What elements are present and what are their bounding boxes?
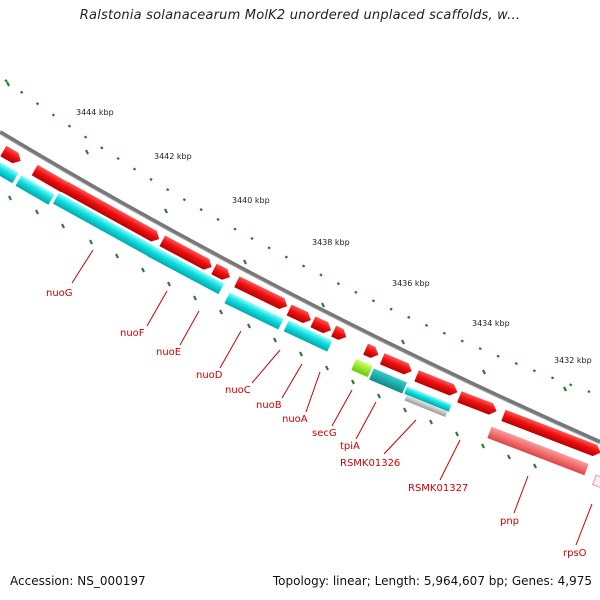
cds-feature[interactable] <box>0 145 23 166</box>
gene-feature[interactable] <box>224 292 284 330</box>
cds-feature[interactable] <box>457 391 499 417</box>
gene-label[interactable]: nuoC <box>225 385 251 396</box>
tick-labels: 3444 kbp 3442 kbp 3440 kbp 3438 kbp 3436… <box>76 108 592 365</box>
gene-feature[interactable] <box>15 175 55 205</box>
gene-label[interactable]: rpsO <box>563 548 587 559</box>
gene-feature[interactable] <box>52 193 156 257</box>
gene-labels: nuoG nuoF nuoE nuoD nuoC nuoB nuoA secG … <box>46 288 587 559</box>
rna-feature[interactable] <box>351 358 373 378</box>
pseudo-feature[interactable] <box>404 394 448 418</box>
accession-text: Accession: NS_000197 <box>10 574 146 588</box>
gene-track <box>0 160 600 490</box>
inner-tick-track <box>8 195 537 469</box>
cds-feature[interactable] <box>234 276 290 311</box>
gene-label[interactable]: nuoA <box>282 414 308 425</box>
tick-track-minor <box>6 81 567 392</box>
cds-feature[interactable] <box>310 316 333 335</box>
gene-feature[interactable] <box>404 386 452 412</box>
gene-label[interactable]: RSMK01327 <box>408 483 468 494</box>
gene-label[interactable]: nuoG <box>46 288 73 299</box>
cds-feature[interactable] <box>159 235 214 273</box>
gene-feature[interactable] <box>0 160 19 184</box>
gene-feature[interactable] <box>283 320 333 352</box>
cds-feature[interactable] <box>286 304 314 325</box>
cds-feature[interactable] <box>211 263 232 283</box>
gene-label[interactable]: nuoF <box>120 328 145 339</box>
cds-feature[interactable] <box>501 409 600 458</box>
sequence-backbone <box>0 130 600 444</box>
gene-label[interactable]: RSMK01326 <box>340 458 400 469</box>
tick-label: 3444 kbp <box>76 108 114 117</box>
cds-feature[interactable] <box>61 181 162 245</box>
gene-label[interactable]: nuoD <box>196 370 223 381</box>
tick-label: 3432 kbp <box>554 356 592 365</box>
partial-feature[interactable] <box>487 426 589 476</box>
cds-track <box>0 145 600 458</box>
partial-feature[interactable] <box>591 474 600 490</box>
cds-feature[interactable] <box>379 353 414 377</box>
cds-feature[interactable] <box>414 370 459 398</box>
gene-label[interactable]: tpiA <box>340 441 360 452</box>
gene-feature[interactable] <box>369 368 407 394</box>
tick-label: 3434 kbp <box>472 319 510 328</box>
gene-label[interactable]: nuoE <box>156 347 181 358</box>
tick-label: 3438 kbp <box>312 238 350 247</box>
label-leaders <box>71 249 593 546</box>
tick-label: 3440 kbp <box>232 196 270 205</box>
gene-label[interactable]: pnp <box>500 516 519 527</box>
topology-summary: Topology: linear; Length: 5,964,607 bp; … <box>272 574 592 588</box>
gene-label[interactable]: secG <box>312 428 337 439</box>
gene-feature[interactable] <box>147 245 225 295</box>
cds-feature[interactable] <box>331 325 349 343</box>
cds-feature[interactable] <box>31 164 73 195</box>
map-title: Ralstonia solanacearum MolK2 unordered u… <box>79 8 521 23</box>
tick-label: 3436 kbp <box>392 279 430 288</box>
gene-label[interactable]: nuoB <box>256 400 282 411</box>
tick-track <box>4 79 591 394</box>
tick-label: 3442 kbp <box>154 152 192 161</box>
cds-feature[interactable] <box>363 343 381 361</box>
